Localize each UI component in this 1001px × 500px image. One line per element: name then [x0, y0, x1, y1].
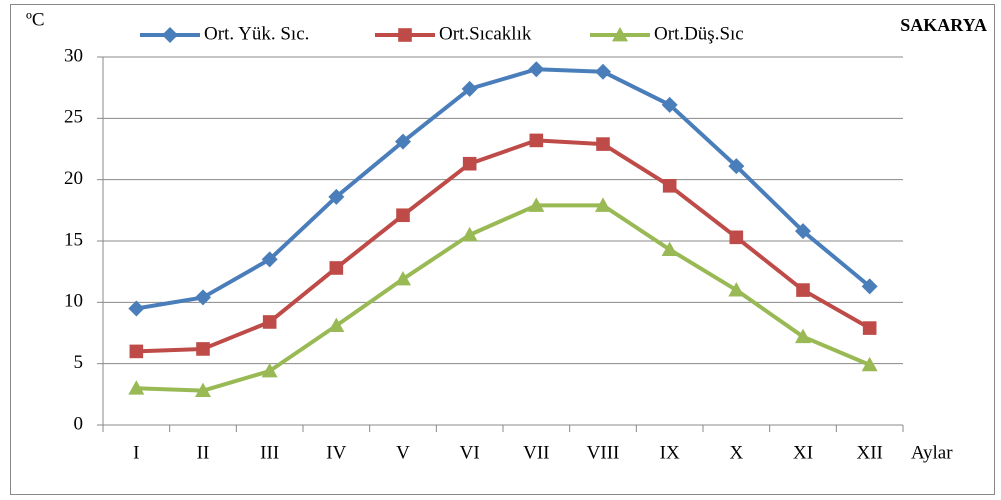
- marker: [528, 197, 545, 212]
- marker: [461, 80, 478, 97]
- marker: [595, 63, 611, 80]
- x-tick-label: VI: [460, 442, 480, 463]
- marker: [261, 251, 278, 268]
- marker: [128, 380, 145, 395]
- marker: [128, 300, 145, 317]
- marker: [795, 223, 811, 240]
- marker: [728, 158, 745, 175]
- legend-label: Ort. Yük. Sıc.: [204, 23, 309, 44]
- marker: [261, 363, 278, 378]
- marker: [528, 61, 545, 78]
- marker: [595, 197, 611, 212]
- series-line: [136, 138, 871, 354]
- marker: [529, 133, 544, 148]
- x-tick-label: X: [729, 442, 743, 463]
- legend-label: Ort.Düş.Sıc: [654, 23, 744, 44]
- series-line: [136, 203, 871, 393]
- x-tick-label: XII: [856, 442, 882, 463]
- marker: [195, 289, 211, 306]
- legend-marker: [162, 27, 178, 43]
- marker: [195, 382, 211, 398]
- x-axis-label: Aylar: [911, 442, 953, 463]
- marker: [395, 271, 411, 286]
- marker: [395, 133, 411, 150]
- x-tick-label: IX: [660, 442, 680, 463]
- marker: [862, 321, 877, 335]
- marker: [861, 356, 878, 372]
- x-tick-label: III: [260, 442, 279, 463]
- legend-marker: [398, 28, 412, 42]
- y-tick-label: 5: [74, 352, 84, 373]
- y-tick-label: 10: [64, 291, 83, 312]
- x-tick-label: VII: [523, 442, 549, 463]
- marker: [461, 226, 478, 242]
- marker: [796, 283, 810, 297]
- marker: [328, 317, 345, 333]
- y-axis-label: ºC: [26, 9, 45, 30]
- marker: [795, 328, 811, 344]
- x-tick-label: XI: [793, 442, 813, 463]
- marker: [662, 179, 677, 193]
- legend-label: Ort.Sıcaklık: [439, 23, 532, 44]
- chart-border: [10, 4, 995, 495]
- series-line: [136, 67, 871, 311]
- marker: [196, 342, 210, 356]
- marker: [462, 156, 477, 171]
- y-tick-label: 0: [74, 413, 84, 434]
- marker: [596, 137, 610, 151]
- x-tick-label: VIII: [587, 442, 620, 463]
- x-tick-label: IV: [326, 442, 346, 463]
- y-tick-label: 20: [64, 168, 83, 189]
- marker: [129, 344, 144, 359]
- marker: [262, 315, 277, 329]
- marker: [661, 96, 678, 113]
- marker: [329, 261, 344, 275]
- marker: [396, 208, 410, 223]
- x-tick-label: II: [197, 442, 210, 463]
- x-tick-label: V: [396, 442, 410, 463]
- marker: [861, 278, 878, 295]
- marker: [661, 241, 678, 256]
- y-tick-label: 30: [64, 45, 83, 66]
- marker: [728, 282, 745, 297]
- x-tick-label: I: [133, 442, 139, 463]
- chart-title: SAKARYA: [900, 15, 987, 35]
- marker: [729, 230, 744, 245]
- y-tick-label: 15: [64, 229, 83, 250]
- marker: [328, 188, 345, 205]
- y-tick-label: 25: [64, 107, 83, 128]
- legend-marker: [612, 27, 628, 42]
